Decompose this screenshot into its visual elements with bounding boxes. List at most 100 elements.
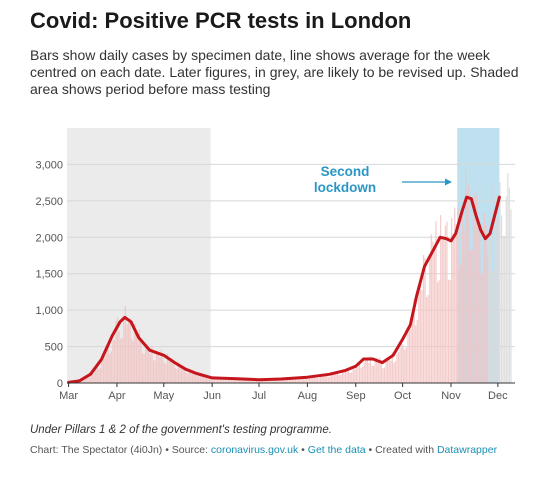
- daily-bar: [490, 232, 492, 383]
- daily-bar: [352, 369, 354, 383]
- daily-bar: [298, 378, 300, 383]
- daily-bar: [415, 325, 417, 383]
- daily-bar: [488, 239, 490, 383]
- x-tick-label: Mar: [59, 390, 78, 402]
- daily-bar: [480, 272, 482, 383]
- y-tick-label: 0: [57, 378, 63, 390]
- daily-bar: [221, 377, 223, 383]
- daily-bar: [294, 379, 297, 383]
- daily-bar: [288, 377, 290, 383]
- daily-bar: [143, 354, 145, 383]
- daily-bar: [440, 215, 442, 383]
- daily-bar: [335, 372, 337, 383]
- daily-bar: [179, 364, 181, 383]
- credits: Chart: The Spectator (4i0Jn) • Source: c…: [30, 444, 497, 456]
- daily-bar: [377, 361, 379, 383]
- daily-bar: [385, 359, 387, 383]
- get-data-link[interactable]: Get the data: [307, 444, 366, 456]
- daily-bar: [316, 377, 319, 383]
- daily-bar: [185, 373, 187, 383]
- daily-bar: [243, 378, 245, 383]
- daily-bar: [88, 377, 91, 383]
- x-tick-label: May: [153, 390, 174, 402]
- daily-bar: [465, 168, 467, 383]
- daily-bar: [205, 376, 208, 383]
- daily-bar: [340, 374, 342, 383]
- daily-bar: [454, 208, 456, 383]
- daily-bar: [305, 378, 308, 383]
- daily-bar: [326, 375, 328, 383]
- chart-svg: 0 500 1,000 1,500 2,000 2,500 3,000 Mar Apr May Ju…: [35, 128, 515, 402]
- daily-bar: [202, 375, 205, 383]
- daily-bar: [413, 298, 415, 383]
- daily-bar: [421, 290, 423, 383]
- daily-bar: [187, 373, 189, 383]
- daily-bar: [463, 230, 465, 383]
- daily-bar: [422, 254, 425, 383]
- daily-bar: [276, 378, 278, 383]
- daily-bar: [379, 357, 381, 383]
- daily-bar: [475, 195, 478, 383]
- y-tick-label: 3,000: [35, 159, 63, 171]
- daily-bar: [388, 359, 390, 383]
- daily-bar: [362, 366, 364, 383]
- daily-bar: [106, 348, 108, 383]
- daily-bar: [324, 373, 326, 383]
- daily-bar: [349, 372, 351, 383]
- daily-bar: [196, 376, 198, 383]
- daily-bar: [416, 320, 418, 383]
- daily-bar: [104, 355, 106, 383]
- daily-bar: [232, 377, 234, 383]
- daily-bar: [387, 360, 389, 383]
- daily-bar: [259, 379, 261, 383]
- daily-bar: [346, 368, 348, 383]
- daily-bar: [313, 377, 315, 383]
- daily-bar: [274, 380, 276, 383]
- daily-bar: [219, 379, 222, 383]
- daily-bar: [447, 279, 450, 383]
- daily-bar: [290, 377, 292, 383]
- daily-bar: [102, 354, 105, 383]
- x-tick-label: Sep: [346, 390, 366, 402]
- daily-bar: [277, 379, 279, 383]
- daily-bar: [269, 379, 272, 383]
- bar-layer: [68, 168, 512, 383]
- daily-bar: [273, 380, 275, 383]
- daily-bar: [91, 370, 94, 383]
- daily-bar: [474, 191, 476, 383]
- daily-bar: [510, 209, 512, 383]
- annotation-arrow-head: [445, 178, 452, 186]
- chart-title: Covid: Positive PCR tests in London: [30, 8, 412, 33]
- daily-bar: [438, 280, 440, 383]
- datawrapper-link[interactable]: Datawrapper: [436, 444, 498, 456]
- daily-bar: [87, 378, 89, 383]
- y-tick-label: 1,500: [35, 269, 63, 281]
- daily-bar: [299, 377, 301, 383]
- daily-bar: [360, 367, 362, 383]
- daily-bar: [227, 377, 230, 383]
- daily-bar: [357, 367, 359, 383]
- daily-bar: [505, 196, 507, 383]
- daily-bar: [124, 305, 127, 383]
- source-link[interactable]: coronavirus.gov.uk: [210, 444, 299, 456]
- daily-bar: [287, 379, 289, 383]
- daily-bar: [163, 363, 166, 383]
- daily-bar: [96, 365, 98, 383]
- footnote: Under Pillars 1 & 2 of the government's …: [30, 424, 332, 436]
- daily-bar: [84, 377, 86, 383]
- x-tick-label: Jun: [203, 390, 221, 402]
- daily-bar: [223, 378, 225, 383]
- daily-bar: [449, 280, 451, 383]
- daily-bar: [118, 331, 120, 383]
- x-tick-label: Apr: [108, 390, 125, 402]
- daily-bar: [496, 196, 498, 383]
- daily-bar: [396, 354, 398, 383]
- daily-bar: [159, 357, 161, 383]
- daily-bar: [380, 360, 383, 383]
- daily-bar: [426, 296, 428, 383]
- daily-bar: [429, 255, 431, 383]
- daily-bar: [190, 372, 192, 383]
- daily-bar: [218, 379, 220, 383]
- daily-bar: [393, 363, 395, 383]
- daily-bar: [279, 378, 281, 383]
